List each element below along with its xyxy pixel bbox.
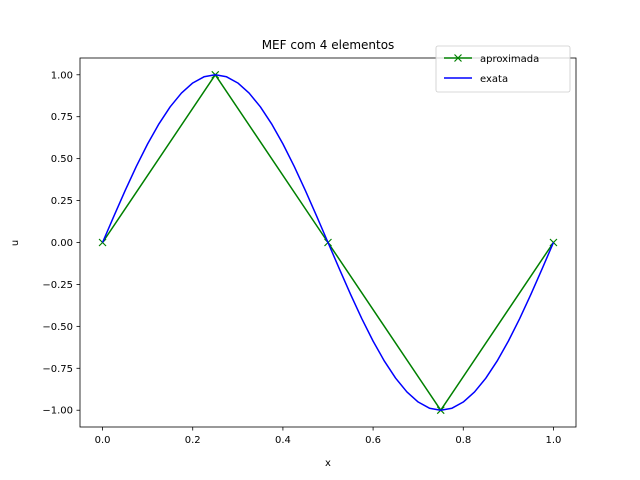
- plot-area: 0.0 0.2 0.4 0.6 0.8 1.0 −1.00 −0.75 −0.50 −0.25 0.…: [42, 57, 577, 446]
- x-tick-label-5: 1.0: [546, 435, 562, 446]
- chart-title: MEF com 4 elementos: [262, 38, 395, 52]
- x-tick-label-0: 0.0: [95, 435, 111, 446]
- legend-label-1: exata: [480, 74, 508, 85]
- y-tick-label-6: 0.50: [51, 154, 73, 165]
- y-tick-label-4: 0.00: [51, 238, 73, 249]
- y-tick-label-3: −0.25: [42, 280, 73, 291]
- y-tick-label-7: 0.75: [51, 112, 73, 123]
- y-tick-label-8: 1.00: [51, 70, 73, 81]
- y-tick-label-2: −0.50: [42, 322, 73, 333]
- series-marker-0-0: [98, 238, 107, 247]
- y-tick-label-0: −1.00: [42, 406, 73, 417]
- x-tick-label-3: 0.6: [365, 435, 381, 446]
- y-tick-label-5: 0.25: [51, 196, 73, 207]
- legend-label-0: aproximada: [480, 54, 539, 65]
- x-tick-label-4: 0.8: [455, 435, 471, 446]
- series-line-1: [101, 74, 555, 411]
- legend-box: [435, 45, 571, 93]
- y-axis-label: u: [10, 240, 21, 246]
- series-marker-0-4: [549, 238, 558, 247]
- x-tick-label-2: 0.4: [275, 435, 291, 446]
- x-axis-label: x: [325, 458, 331, 469]
- x-tick-label-1: 0.2: [185, 435, 201, 446]
- legend: aproximada exata: [435, 45, 571, 93]
- legend-marker-0: [454, 54, 462, 62]
- y-tick-label-1: −0.75: [42, 364, 73, 375]
